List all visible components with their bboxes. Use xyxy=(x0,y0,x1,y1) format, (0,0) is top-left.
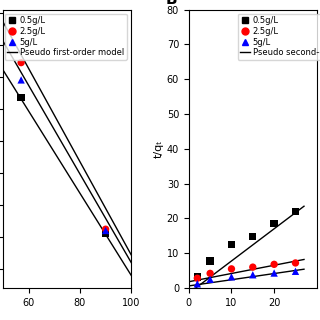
Legend: 0.5g/L, 2.5g/L, 5g/L, Pseudo first-order model: 0.5g/L, 2.5g/L, 5g/L, Pseudo first-order… xyxy=(5,14,126,60)
Y-axis label: t/qₜ: t/qₜ xyxy=(154,140,164,158)
Point xyxy=(208,271,213,276)
Point xyxy=(195,274,200,279)
Point xyxy=(195,281,200,286)
Point xyxy=(103,227,108,232)
Point xyxy=(229,266,234,271)
Point xyxy=(293,269,298,274)
Point xyxy=(250,234,255,239)
Point xyxy=(195,276,200,281)
Legend: 0.5g/L, 2.5g/L, 5g/L, Pseudo second-order model: 0.5g/L, 2.5g/L, 5g/L, Pseudo second-orde… xyxy=(238,14,320,60)
Text: B: B xyxy=(166,0,177,7)
Point xyxy=(229,274,234,279)
Point xyxy=(250,265,255,270)
Point xyxy=(272,221,277,226)
Point xyxy=(19,77,24,83)
Point xyxy=(293,260,298,266)
Point xyxy=(208,258,213,263)
Point xyxy=(229,242,234,247)
Point xyxy=(272,270,277,276)
Point xyxy=(19,60,24,65)
Point xyxy=(272,262,277,267)
Point xyxy=(250,272,255,277)
Point xyxy=(293,209,298,214)
Point xyxy=(103,228,108,233)
Point xyxy=(208,277,213,282)
Point xyxy=(19,95,24,100)
Point xyxy=(103,231,108,236)
